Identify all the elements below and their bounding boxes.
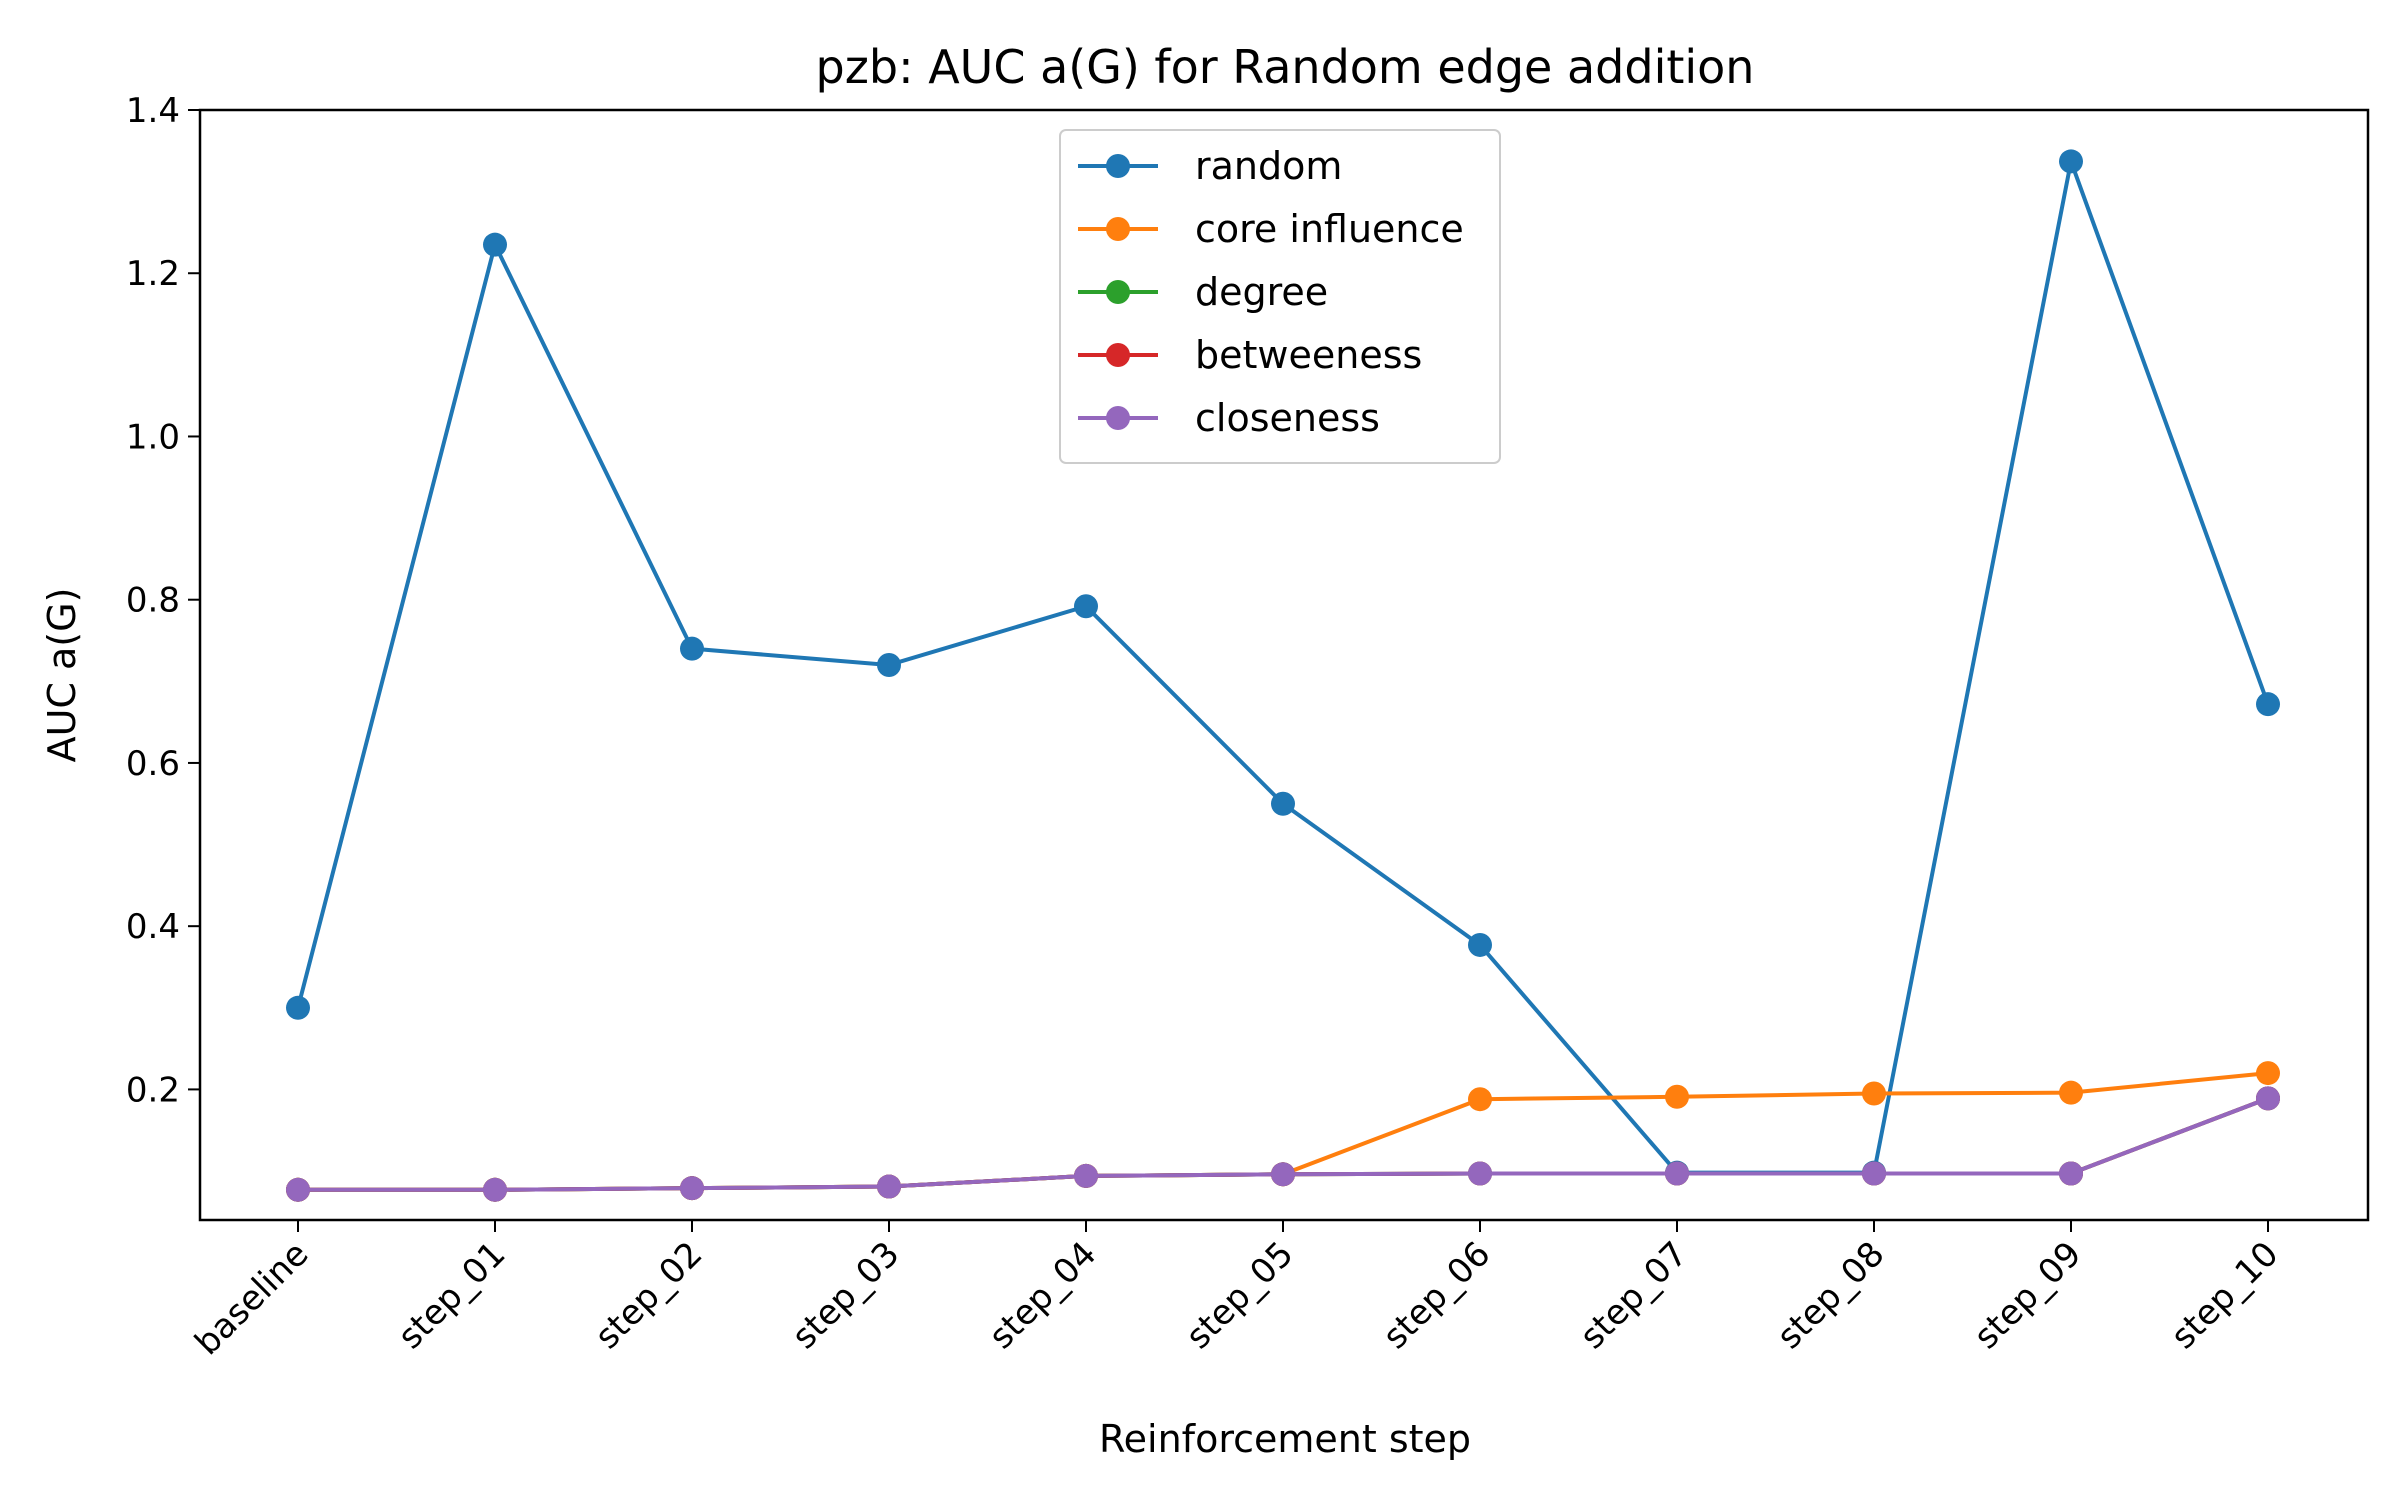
legend-label: degree <box>1195 270 1328 314</box>
data-point <box>1074 594 1098 619</box>
data-point <box>1862 1161 1886 1186</box>
y-tick-label: 1.0 <box>126 417 180 457</box>
y-tick-label: 0.6 <box>126 744 180 784</box>
legend-box <box>1059 129 1501 464</box>
legend-label: core influence <box>1195 207 1464 251</box>
plot-frame <box>198 108 2370 1222</box>
legend-swatch-marker <box>1106 343 1130 367</box>
legend-swatch-marker <box>1106 217 1130 241</box>
y-axis-label: AUC a(G) <box>40 588 84 763</box>
data-point <box>2256 1061 2280 1086</box>
legend-label: betweeness <box>1195 333 1422 377</box>
legend-swatch-marker <box>1106 406 1130 430</box>
x-axis-label: Reinforcement step <box>1099 1417 1471 1461</box>
legend-swatch-marker <box>1106 280 1130 304</box>
data-point <box>1862 1081 1886 1106</box>
data-point <box>877 1174 901 1199</box>
legend-swatch-marker <box>1106 154 1130 178</box>
data-point <box>1468 1087 1492 1112</box>
data-point <box>483 1177 507 1202</box>
data-point <box>680 1176 704 1201</box>
data-point <box>286 1177 310 1202</box>
data-point <box>2059 149 2083 174</box>
chart-title: pzb: AUC a(G) for Random edge addition <box>816 40 1755 94</box>
y-tick-label: 0.2 <box>126 1070 180 1110</box>
data-point <box>680 636 704 661</box>
legend-label: closeness <box>1195 396 1380 440</box>
y-tick-label: 1.4 <box>126 91 180 131</box>
data-point <box>2059 1080 2083 1105</box>
data-point <box>1468 932 1492 957</box>
data-point <box>2059 1161 2083 1186</box>
data-point <box>1271 791 1295 816</box>
data-point <box>1271 1162 1295 1187</box>
data-point <box>1665 1084 1689 1109</box>
data-point <box>483 232 507 257</box>
data-point <box>2256 1086 2280 1111</box>
y-tick-label: 0.8 <box>126 581 180 621</box>
data-point <box>1468 1161 1492 1186</box>
data-point <box>286 995 310 1020</box>
data-point <box>1665 1161 1689 1186</box>
y-tick-label: 1.2 <box>126 254 180 294</box>
data-point <box>1074 1163 1098 1188</box>
legend: random core influence degree betweeness clos… <box>1059 129 1501 464</box>
legend-label: random <box>1195 144 1342 188</box>
y-tick-label: 0.4 <box>126 907 180 947</box>
data-point <box>877 653 901 677</box>
data-point <box>2256 692 2280 717</box>
